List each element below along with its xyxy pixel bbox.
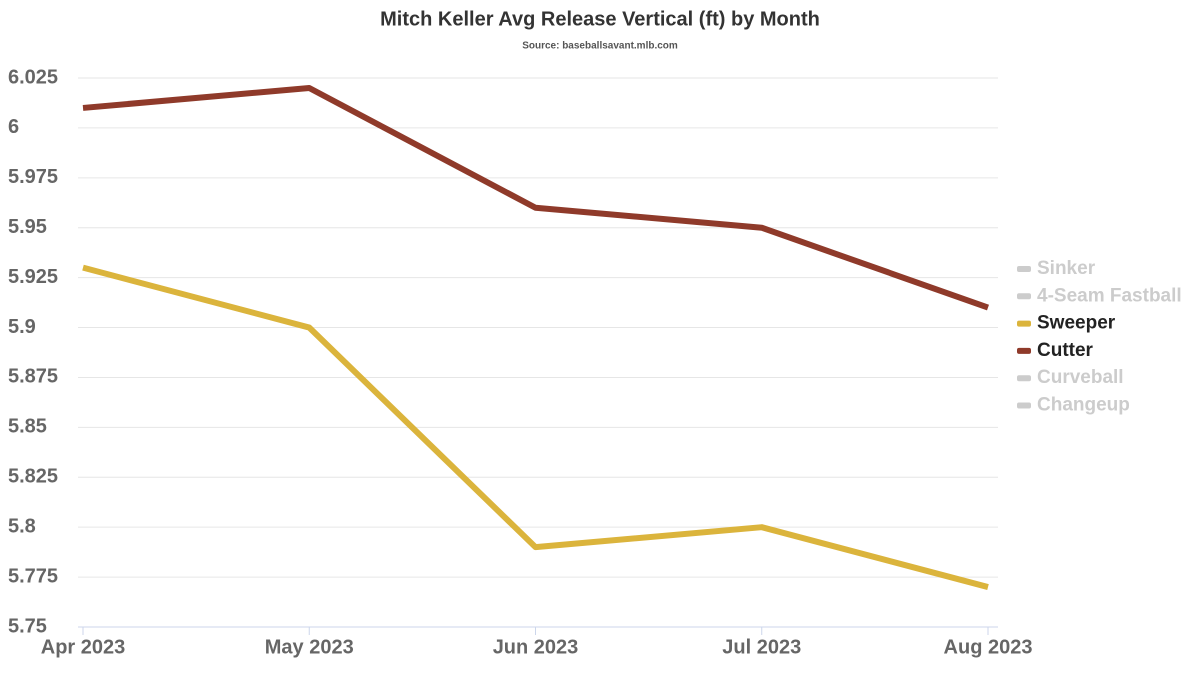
y-tick-label: 5.85	[8, 416, 47, 438]
x-tick-label: Apr 2023	[41, 636, 126, 658]
legend-label: 4-Seam Fastball	[1037, 285, 1182, 306]
y-tick-label: 5.8	[8, 515, 36, 537]
x-tick-label: Jul 2023	[722, 636, 801, 658]
legend-swatch	[1017, 293, 1031, 300]
legend-swatch	[1017, 266, 1031, 272]
legend-label: Sinker	[1037, 258, 1096, 279]
chart-title: Mitch Keller Avg Release Vertical (ft) b…	[380, 8, 820, 30]
legend-label: Cutter	[1037, 340, 1094, 361]
y-tick-label: 5.775	[8, 565, 58, 587]
series-line	[82, 264, 989, 590]
legend-swatch	[1017, 347, 1031, 354]
legend-label: Curveball	[1037, 367, 1124, 388]
y-tick-label: 6	[8, 116, 19, 138]
y-tick-label: 5.825	[8, 466, 58, 488]
legend-swatch	[1017, 320, 1031, 327]
y-tick-label: 5.95	[8, 216, 47, 238]
x-tick-label: May 2023	[265, 636, 354, 658]
x-tick-label: Jun 2023	[493, 636, 579, 658]
y-tick-label: 6.025	[8, 66, 58, 88]
y-tick-label: 5.925	[8, 266, 58, 288]
series-line	[82, 84, 989, 311]
chart-subtitle: Source: baseballsavant.mlb.com	[522, 41, 678, 52]
x-tick-label: Aug 2023	[944, 636, 1033, 658]
legend-label: Sweeper	[1037, 313, 1116, 334]
legend-swatch	[1017, 375, 1031, 382]
y-tick-label: 5.75	[8, 615, 47, 637]
legend-label: Changeup	[1037, 395, 1130, 416]
y-tick-label: 5.875	[8, 366, 58, 388]
y-tick-label: 5.975	[8, 166, 58, 188]
legend-swatch	[1017, 402, 1031, 409]
y-tick-label: 5.9	[8, 316, 36, 338]
